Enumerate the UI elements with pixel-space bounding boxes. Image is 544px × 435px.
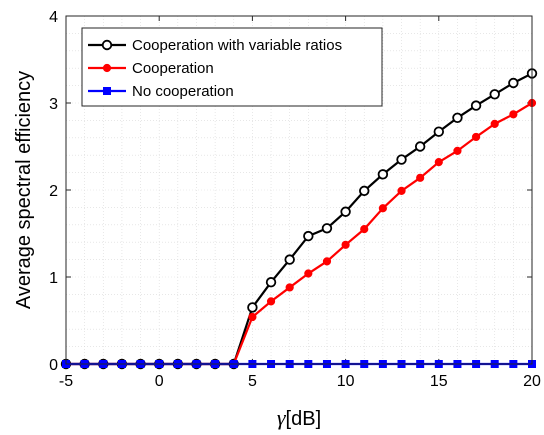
data-point: [471, 132, 481, 142]
legend-label: No cooperation: [132, 83, 234, 100]
plot-frame: [65, 15, 533, 365]
data-point: [304, 269, 313, 278]
data-point: [284, 254, 295, 265]
data-point: [360, 225, 369, 234]
data-point: [378, 204, 387, 213]
legend-entry-3: No cooperation: [88, 83, 234, 100]
data-point: [453, 146, 462, 155]
data-point: [359, 185, 370, 197]
data-point: [397, 186, 406, 195]
data-point: [490, 119, 499, 128]
legend-entry-2: Cooperation: [88, 60, 214, 77]
data-point: [470, 100, 482, 111]
data-point: [285, 283, 294, 292]
x-axis-unit: [dB]: [286, 408, 322, 430]
data-point: [322, 257, 332, 266]
data-point: [247, 302, 258, 313]
y-tick-label: 4: [49, 9, 58, 26]
legend-marker: [102, 63, 112, 73]
data-point: [489, 89, 500, 100]
data-point: [509, 110, 518, 119]
y-tick-label: 2: [49, 183, 58, 200]
data-point: [433, 126, 445, 137]
legend-entry-1: Cooperation with variable ratios: [88, 37, 342, 54]
data-point: [416, 173, 425, 182]
data-point: [396, 154, 407, 165]
legend: Cooperation with variable ratios Cooperat…: [81, 27, 383, 107]
x-tick-label: 20: [523, 373, 541, 390]
legend-label: Cooperation: [132, 60, 214, 77]
y-tick-label: 1: [49, 270, 58, 287]
data-point: [321, 223, 333, 234]
data-point: [265, 277, 277, 288]
data-point: [414, 141, 426, 152]
legend-box: [81, 27, 383, 107]
data-point: [341, 240, 350, 249]
gamma-symbol: γ: [277, 405, 287, 430]
data-point: [508, 77, 519, 89]
legend-marker: [103, 87, 111, 95]
x-tick-label: 10: [337, 373, 355, 390]
data-point: [452, 112, 463, 123]
y-tick-label: 0: [49, 357, 58, 374]
legend-marker: [101, 39, 113, 51]
data-point: [340, 206, 351, 217]
x-axis-label: γ[dB]: [277, 405, 321, 430]
data-point: [434, 158, 443, 167]
x-tick-label: 5: [248, 373, 257, 390]
legend-label: Cooperation with variable ratios: [132, 37, 342, 54]
x-tick-label: -5: [59, 373, 73, 390]
data-point: [248, 312, 257, 322]
y-tick-label: 3: [49, 96, 58, 113]
data-point: [303, 230, 314, 242]
y-axis-label: Average spectral efficiency: [13, 71, 35, 309]
x-tick-label: 15: [430, 373, 448, 390]
data-point: [377, 169, 389, 180]
data-point: [266, 297, 276, 306]
x-tick-label: 0: [155, 373, 164, 390]
